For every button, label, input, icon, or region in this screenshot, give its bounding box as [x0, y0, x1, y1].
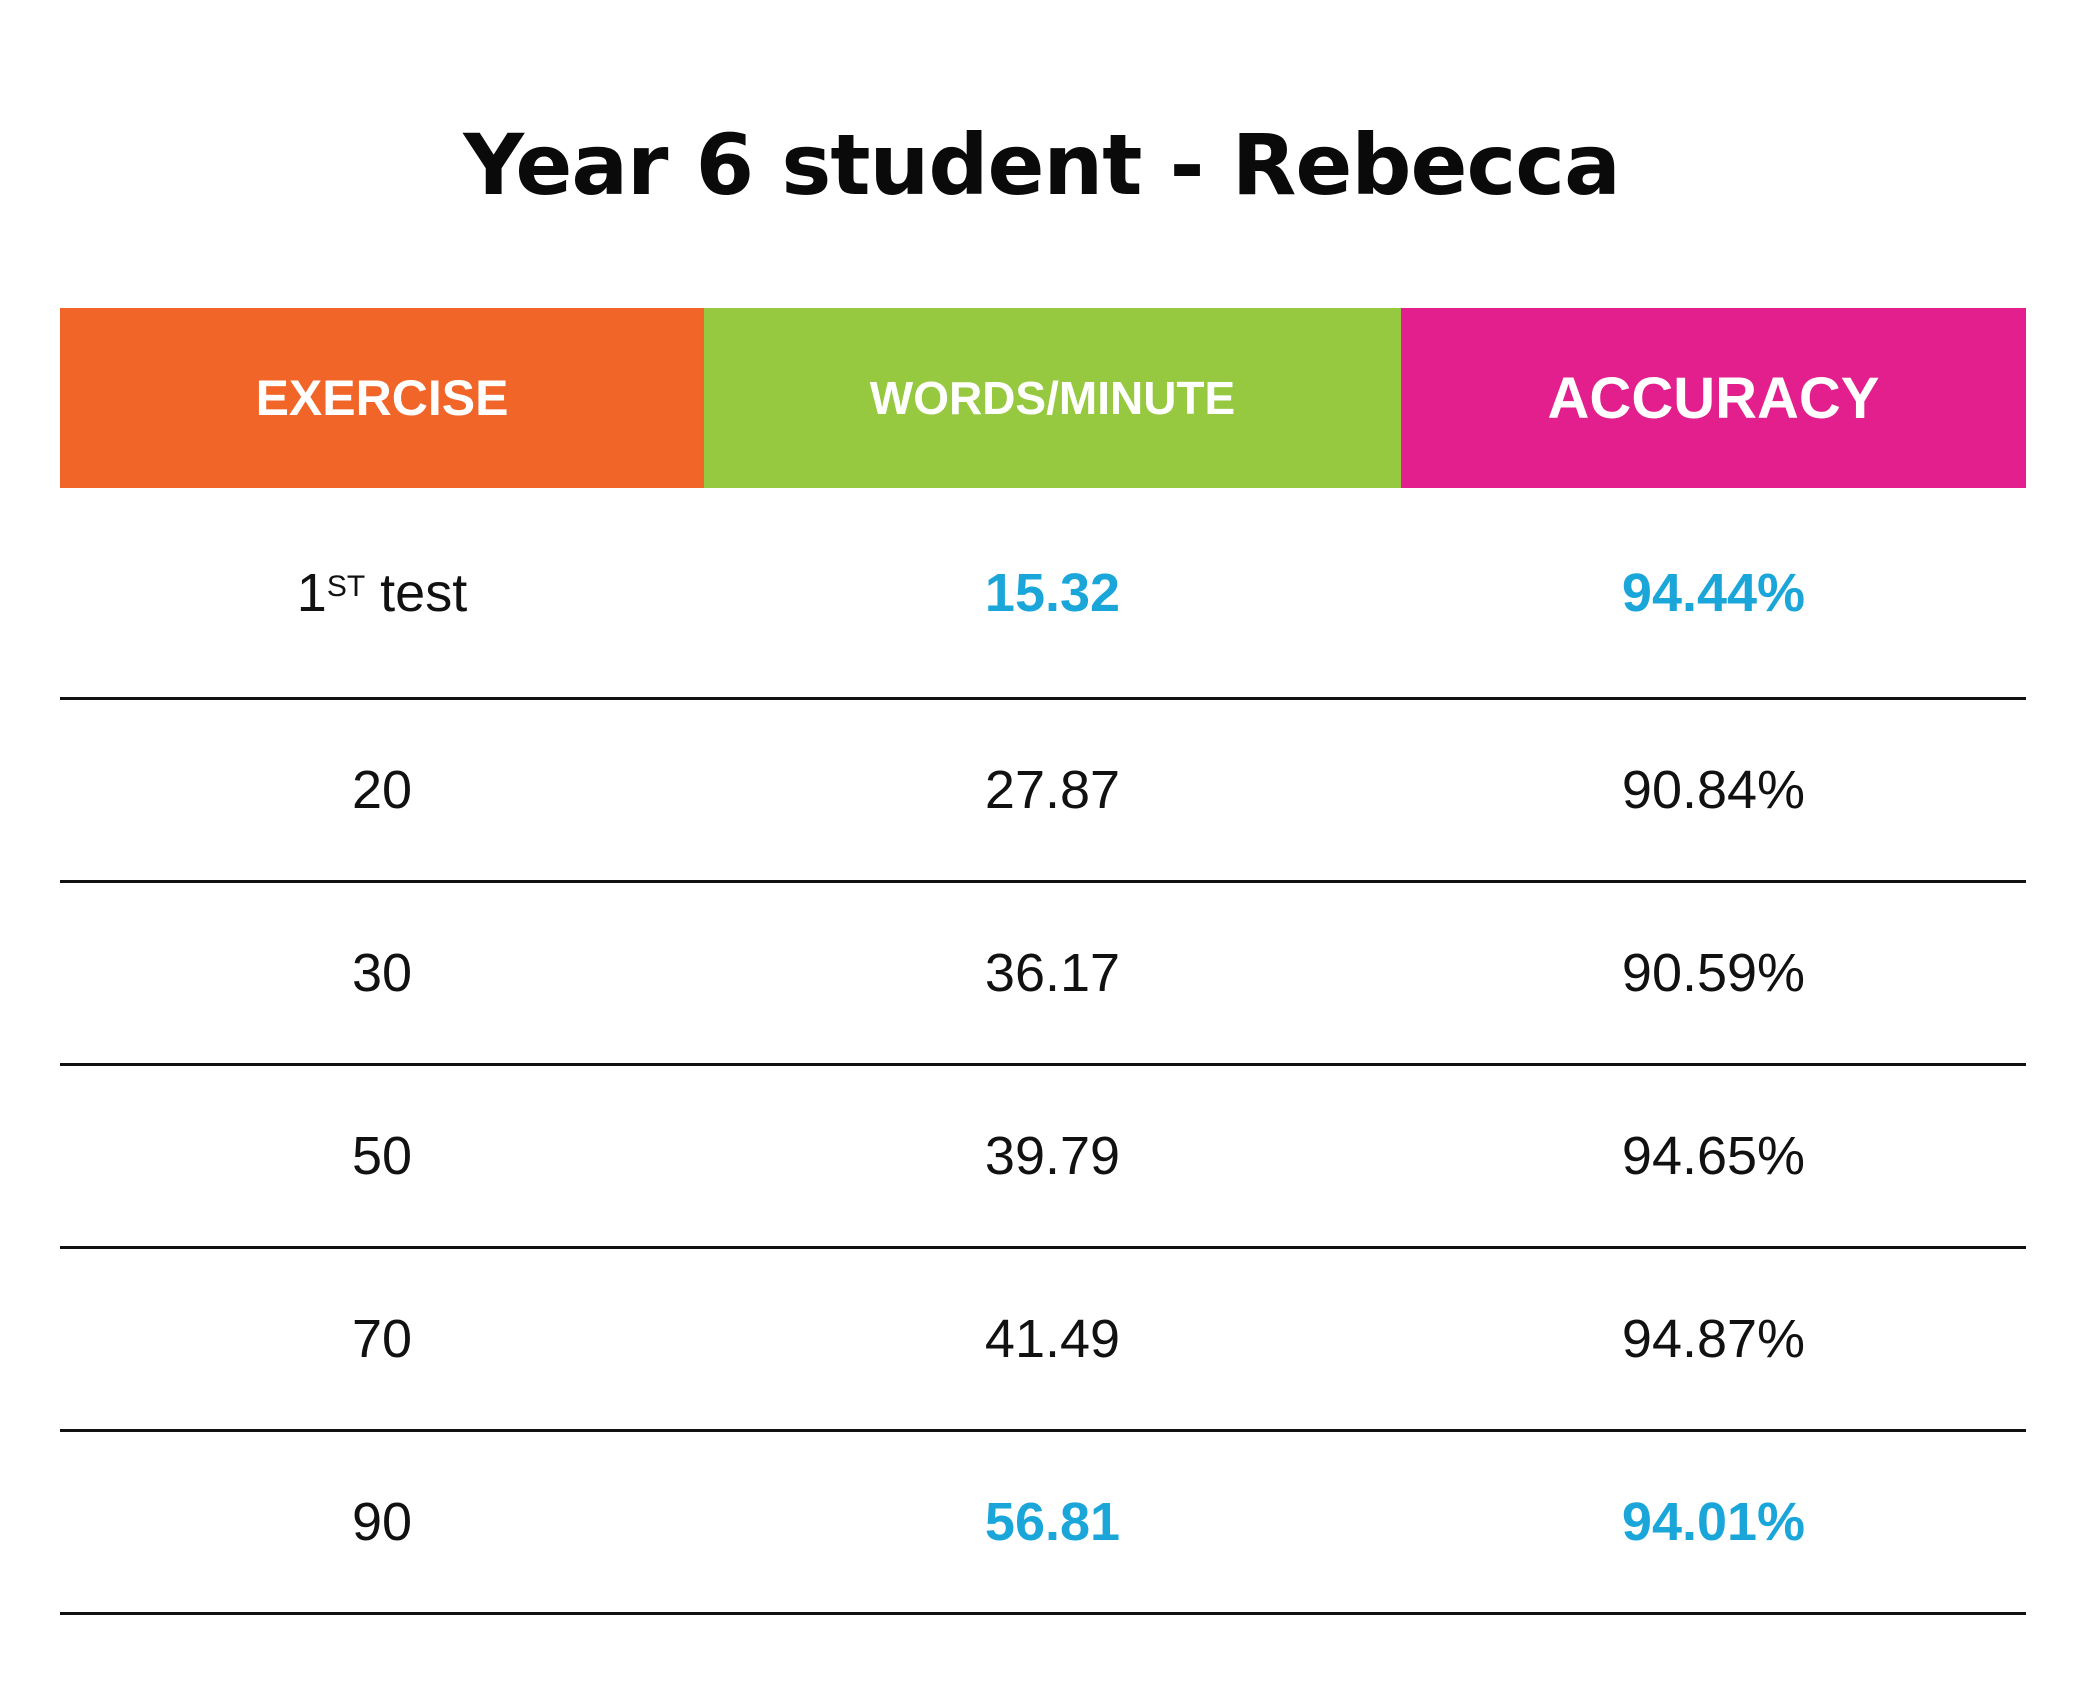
- accuracy-cell: 90.59%: [1621, 943, 1806, 1003]
- accuracy-cell: 90.84%: [1621, 760, 1806, 820]
- header-exercise: EXERCISE: [60, 308, 704, 488]
- accuracy-cell: 94.01%: [1621, 1492, 1806, 1552]
- exercise-cell: 90: [351, 1492, 413, 1552]
- results-table: EXERCISE WORDS/MINUTE ACCURACY 1 ST test …: [60, 308, 2026, 1615]
- wpm-cell: 39.79: [984, 1126, 1121, 1186]
- table-row: 70 41.49 94.87%: [60, 1249, 2026, 1432]
- table-row: 30 36.17 90.59%: [60, 883, 2026, 1066]
- exercise-cell: 20: [351, 760, 413, 820]
- exercise-number: 1: [296, 562, 327, 623]
- table-row: 20 27.87 90.84%: [60, 700, 2026, 883]
- table-row: 50 39.79 94.65%: [60, 1066, 2026, 1249]
- exercise-cell: 30: [351, 943, 413, 1003]
- exercise-cell: 1 ST test: [60, 488, 704, 697]
- table-row: 90 56.81 94.01%: [60, 1432, 2026, 1615]
- table-title: Year 6 student - Rebecca: [463, 116, 1621, 214]
- exercise-suffix: test: [365, 562, 468, 623]
- header-accuracy: ACCURACY: [1401, 308, 2026, 488]
- wpm-cell: 15.32: [984, 562, 1121, 623]
- table-header: EXERCISE WORDS/MINUTE ACCURACY: [60, 308, 2026, 488]
- exercise-cell: 50: [351, 1126, 413, 1186]
- wpm-cell: 56.81: [984, 1492, 1121, 1552]
- exercise-ordinal: ST: [326, 569, 366, 603]
- table-row: 1 ST test 15.32 94.44%: [60, 488, 2026, 700]
- wpm-cell: 41.49: [984, 1309, 1121, 1369]
- accuracy-cell: 94.87%: [1621, 1309, 1806, 1369]
- exercise-cell: 70: [351, 1309, 413, 1369]
- wpm-cell: 27.87: [984, 760, 1121, 820]
- header-words-per-minute: WORDS/MINUTE: [704, 308, 1401, 488]
- accuracy-cell: 94.44%: [1621, 562, 1806, 623]
- wpm-cell: 36.17: [984, 943, 1121, 1003]
- accuracy-cell: 94.65%: [1621, 1126, 1806, 1186]
